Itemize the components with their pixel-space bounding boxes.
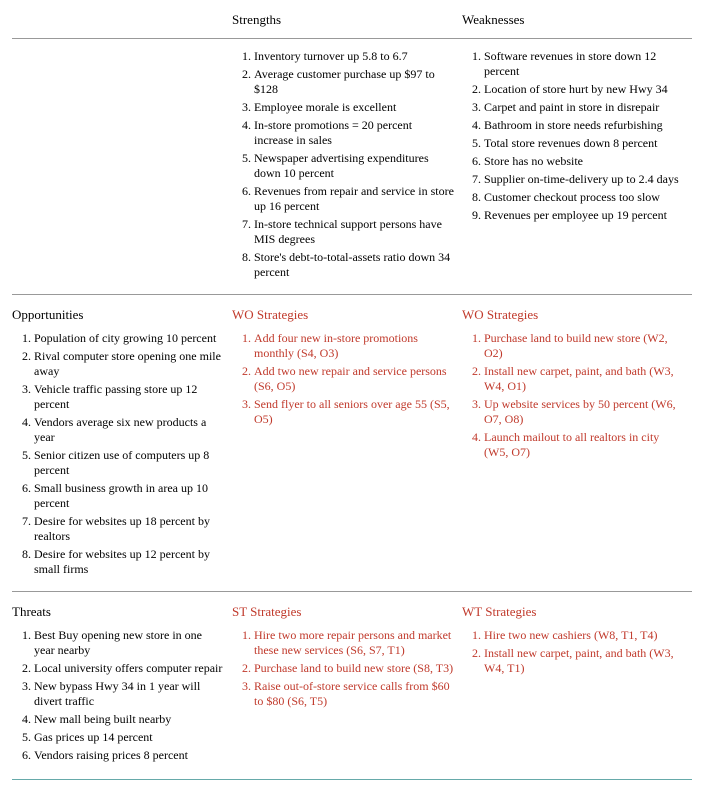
wt-list: Hire two new cashiers (W8, T1, T4) Instal… [462, 628, 692, 676]
list-item: Small business growth in area up 10 perc… [34, 481, 232, 511]
header-wt: WT Strategies [462, 598, 692, 624]
list-item: Employee morale is excellent [254, 100, 462, 115]
wo-left-cell: Add four new in-store promotions monthly… [232, 327, 462, 587]
strengths-list: Inventory turnover up 5.8 to 6.7 Average … [232, 49, 462, 280]
list-item: In-store promotions = 20 percent increas… [254, 118, 462, 148]
header-threats: Threats [12, 598, 232, 624]
empty-cell [12, 45, 232, 290]
list-item: Location of store hurt by new Hwy 34 [484, 82, 692, 97]
list-item: Launch mailout to all realtors in city (… [484, 430, 692, 460]
list-item: Send flyer to all seniors over age 55 (S… [254, 397, 462, 427]
divider [12, 294, 692, 295]
wo-left-list: Add four new in-store promotions monthly… [232, 331, 462, 427]
list-item: Add two new repair and service persons (… [254, 364, 462, 394]
list-item: Gas prices up 14 percent [34, 730, 232, 745]
list-item: Local university offers computer repair [34, 661, 232, 676]
list-item: In-store technical support persons have … [254, 217, 462, 247]
list-item: Vendors average six new products a year [34, 415, 232, 445]
list-item: Carpet and paint in store in disrepair [484, 100, 692, 115]
list-item: Store's debt-to-total-assets ratio down … [254, 250, 462, 280]
list-item: Vehicle traffic passing store up 12 perc… [34, 382, 232, 412]
list-item: Newspaper advertising expenditures down … [254, 151, 462, 181]
list-item: Up website services by 50 percent (W6, O… [484, 397, 692, 427]
list-item: Software revenues in store down 12 perce… [484, 49, 692, 79]
list-item: Desire for websites up 12 percent by sma… [34, 547, 232, 577]
list-item: Install new carpet, paint, and bath (W3,… [484, 364, 692, 394]
list-item: Hire two new cashiers (W8, T1, T4) [484, 628, 692, 643]
list-item: Install new carpet, paint, and bath (W3,… [484, 646, 692, 676]
divider [12, 38, 692, 39]
wo-right-cell: Purchase land to build new store (W2, O2… [462, 327, 692, 587]
list-item: Desire for websites up 18 percent by rea… [34, 514, 232, 544]
swot-matrix: Strengths Weaknesses Inventory turnover … [12, 12, 692, 780]
threats-cell: Best Buy opening new store in one year n… [12, 624, 232, 773]
list-item: Rival computer store opening one mile aw… [34, 349, 232, 379]
list-item: Customer checkout process too slow [484, 190, 692, 205]
header-opportunities: Opportunities [12, 301, 232, 327]
list-item: Store has no website [484, 154, 692, 169]
header-weaknesses: Weaknesses [462, 12, 692, 34]
list-item: Vendors raising prices 8 percent [34, 748, 232, 763]
empty-cell [12, 12, 232, 34]
list-item: Revenues per employee up 19 percent [484, 208, 692, 223]
list-item: Purchase land to build new store (S8, T3… [254, 661, 462, 676]
divider-bottom [12, 779, 692, 780]
list-item: Add four new in-store promotions monthly… [254, 331, 462, 361]
st-list: Hire two more repair persons and market … [232, 628, 462, 709]
list-item: Senior citizen use of computers up 8 per… [34, 448, 232, 478]
weaknesses-list: Software revenues in store down 12 perce… [462, 49, 692, 223]
strengths-cell: Inventory turnover up 5.8 to 6.7 Average … [232, 45, 462, 290]
list-item: Inventory turnover up 5.8 to 6.7 [254, 49, 462, 64]
list-item: Purchase land to build new store (W2, O2… [484, 331, 692, 361]
opportunities-cell: Population of city growing 10 percent Riv… [12, 327, 232, 587]
list-item: Total store revenues down 8 percent [484, 136, 692, 151]
header-st: ST Strategies [232, 598, 462, 624]
header-wo-left: WO Strategies [232, 301, 462, 327]
st-cell: Hire two more repair persons and market … [232, 624, 462, 773]
list-item: Best Buy opening new store in one year n… [34, 628, 232, 658]
weaknesses-cell: Software revenues in store down 12 perce… [462, 45, 692, 290]
list-item: Supplier on-time-delivery up to 2.4 days [484, 172, 692, 187]
list-item: Average customer purchase up $97 to $128 [254, 67, 462, 97]
list-item: Population of city growing 10 percent [34, 331, 232, 346]
header-wo-right: WO Strategies [462, 301, 692, 327]
wt-cell: Hire two new cashiers (W8, T1, T4) Instal… [462, 624, 692, 773]
list-item: Revenues from repair and service in stor… [254, 184, 462, 214]
list-item: New mall being built nearby [34, 712, 232, 727]
threats-list: Best Buy opening new store in one year n… [12, 628, 232, 763]
list-item: Bathroom in store needs refurbishing [484, 118, 692, 133]
divider [12, 591, 692, 592]
opportunities-list: Population of city growing 10 percent Riv… [12, 331, 232, 577]
list-item: Hire two more repair persons and market … [254, 628, 462, 658]
header-strengths: Strengths [232, 12, 462, 34]
wo-right-list: Purchase land to build new store (W2, O2… [462, 331, 692, 460]
